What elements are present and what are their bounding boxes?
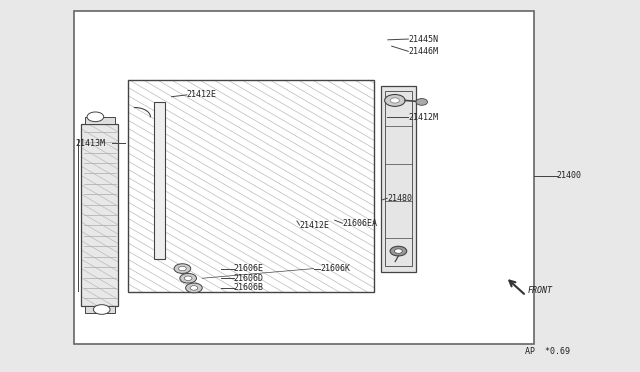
Bar	[85, 117, 115, 124]
Circle shape	[87, 112, 104, 122]
Bar	[85, 306, 115, 313]
Circle shape	[394, 249, 402, 253]
Circle shape	[190, 286, 198, 290]
Bar	[81, 124, 118, 306]
Bar	[128, 80, 374, 292]
Bar	[81, 124, 118, 306]
Circle shape	[390, 98, 399, 103]
Circle shape	[390, 246, 407, 256]
Text: 21606EA: 21606EA	[342, 219, 378, 228]
Text: AP  *0.69: AP *0.69	[525, 347, 570, 356]
Text: 21412E: 21412E	[300, 221, 330, 230]
Text: 21445N: 21445N	[408, 35, 438, 44]
Text: 21413M: 21413M	[76, 139, 106, 148]
Text: 21606B: 21606B	[234, 283, 264, 292]
Bar	[385, 91, 412, 266]
Circle shape	[416, 99, 428, 105]
Text: 21606K: 21606K	[320, 264, 350, 273]
Text: 21412E: 21412E	[187, 90, 217, 99]
Circle shape	[179, 266, 186, 271]
Text: FRONT: FRONT	[528, 286, 553, 295]
Text: 21446M: 21446M	[408, 47, 438, 56]
Circle shape	[180, 273, 196, 283]
Circle shape	[93, 305, 110, 314]
Text: 21400: 21400	[557, 171, 582, 180]
Text: 21606E: 21606E	[234, 264, 264, 273]
Circle shape	[186, 283, 202, 293]
Bar	[74, 11, 534, 344]
Circle shape	[385, 94, 405, 106]
Text: 21412M: 21412M	[408, 113, 438, 122]
Circle shape	[184, 276, 192, 280]
Bar	[381, 86, 416, 272]
Text: 21480: 21480	[387, 194, 412, 203]
Bar	[154, 102, 165, 259]
Bar	[128, 80, 374, 292]
Circle shape	[174, 264, 191, 273]
Text: 21606D: 21606D	[234, 274, 264, 283]
